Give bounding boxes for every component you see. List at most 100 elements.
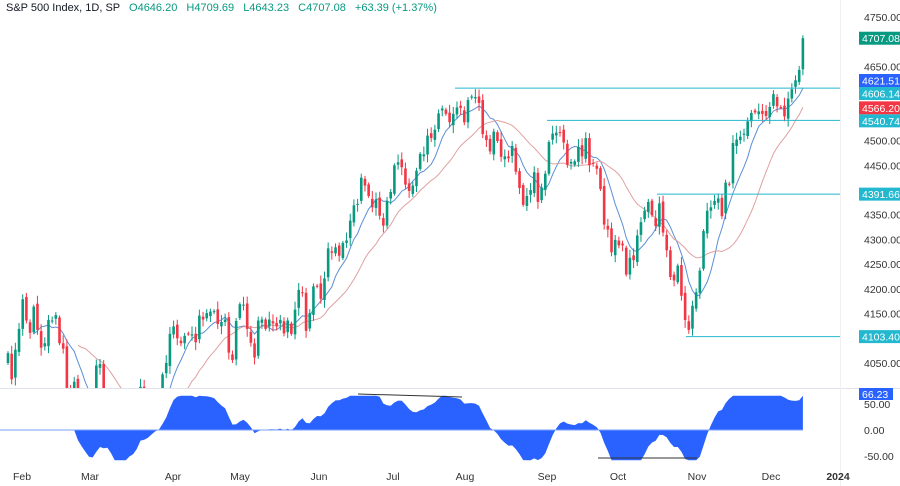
candle-body xyxy=(404,168,407,185)
candle xyxy=(378,191,381,220)
candle-body xyxy=(786,98,790,119)
candle-body xyxy=(694,292,698,309)
candle-body xyxy=(463,110,466,123)
candle xyxy=(396,154,400,170)
candle xyxy=(61,335,65,354)
candle xyxy=(573,159,577,167)
candle xyxy=(485,130,488,148)
candle xyxy=(98,359,102,375)
candle-body xyxy=(507,156,510,159)
candle xyxy=(727,181,731,187)
candle xyxy=(650,198,654,218)
candle-body xyxy=(271,321,275,324)
candle xyxy=(382,213,385,233)
candle-body xyxy=(720,197,724,217)
candle xyxy=(705,202,709,239)
candle-body xyxy=(142,386,146,388)
candle xyxy=(801,35,805,76)
candle-body xyxy=(279,320,282,324)
x-tick-label: Dec xyxy=(762,471,781,483)
candle xyxy=(363,175,367,192)
candle xyxy=(330,246,334,260)
candle-body xyxy=(665,234,669,251)
candle-body xyxy=(418,153,422,169)
candle-body xyxy=(238,304,242,319)
candle xyxy=(466,97,470,129)
candle-body xyxy=(249,331,253,343)
candle-body xyxy=(393,165,396,194)
price-label-text: 4391.66 xyxy=(862,189,900,201)
candle-body xyxy=(783,105,786,117)
candle xyxy=(415,167,418,193)
price-label-level: 4606.14 xyxy=(859,87,900,101)
x-tick-label: Mar xyxy=(81,471,100,483)
candle-body xyxy=(297,289,301,308)
candle-body xyxy=(32,306,36,333)
candle-body xyxy=(610,228,613,253)
y-tick-label: 4500.00 xyxy=(864,136,900,148)
candle xyxy=(459,100,462,115)
candle xyxy=(367,182,370,198)
candle-body xyxy=(573,161,577,165)
candle-body xyxy=(58,317,61,344)
candle-body xyxy=(562,129,565,143)
candle xyxy=(290,321,293,336)
candle-body xyxy=(290,323,293,334)
candle-body xyxy=(577,147,580,162)
candle-body xyxy=(345,240,348,243)
candle xyxy=(17,322,21,356)
candle-body xyxy=(481,100,485,135)
candle-body xyxy=(672,274,676,281)
candle-body xyxy=(705,210,709,234)
candle xyxy=(58,315,61,346)
price-label-level: 4103.40 xyxy=(859,330,900,344)
candle xyxy=(411,181,415,197)
candle xyxy=(179,336,183,347)
osc-value-label: 66.23 xyxy=(859,388,893,401)
candle xyxy=(356,198,359,212)
candle-body xyxy=(158,396,161,402)
candle-body xyxy=(183,335,186,344)
candle xyxy=(786,91,790,127)
candle-body xyxy=(21,299,25,329)
candle xyxy=(532,166,536,197)
candle xyxy=(683,285,687,328)
candle-body xyxy=(558,132,562,134)
candle xyxy=(448,104,451,128)
candle-body xyxy=(330,251,334,253)
candle-body xyxy=(488,138,492,152)
price-label-box xyxy=(859,114,900,128)
candle xyxy=(84,393,87,404)
price-label-level: 4391.66 xyxy=(859,187,900,201)
candle-body xyxy=(95,365,98,388)
candle-body xyxy=(312,286,315,315)
price-label-box xyxy=(859,330,900,344)
close-value: C4707.08 xyxy=(298,2,346,14)
candle xyxy=(348,213,352,246)
candle xyxy=(669,246,672,280)
candle-body xyxy=(650,200,654,216)
candle-body xyxy=(536,172,540,202)
candle-body xyxy=(356,203,359,205)
candle xyxy=(256,316,260,359)
candle-body xyxy=(98,363,102,368)
candle-body xyxy=(10,353,13,380)
candle xyxy=(80,394,83,410)
candle xyxy=(334,243,337,257)
candle xyxy=(680,257,683,301)
candle-body xyxy=(451,113,455,126)
candle-body xyxy=(231,354,234,361)
fast-ma-line xyxy=(33,88,804,388)
x-tick-label: Oct xyxy=(610,471,626,483)
candle xyxy=(610,222,613,257)
price-label-box xyxy=(859,74,900,88)
candle-body xyxy=(753,110,757,113)
candle-body xyxy=(253,343,256,358)
candle-body xyxy=(308,313,312,329)
candle-body xyxy=(433,129,437,140)
candle xyxy=(253,338,256,365)
candle-body xyxy=(198,315,201,340)
candle xyxy=(779,105,783,110)
candle xyxy=(429,127,433,143)
